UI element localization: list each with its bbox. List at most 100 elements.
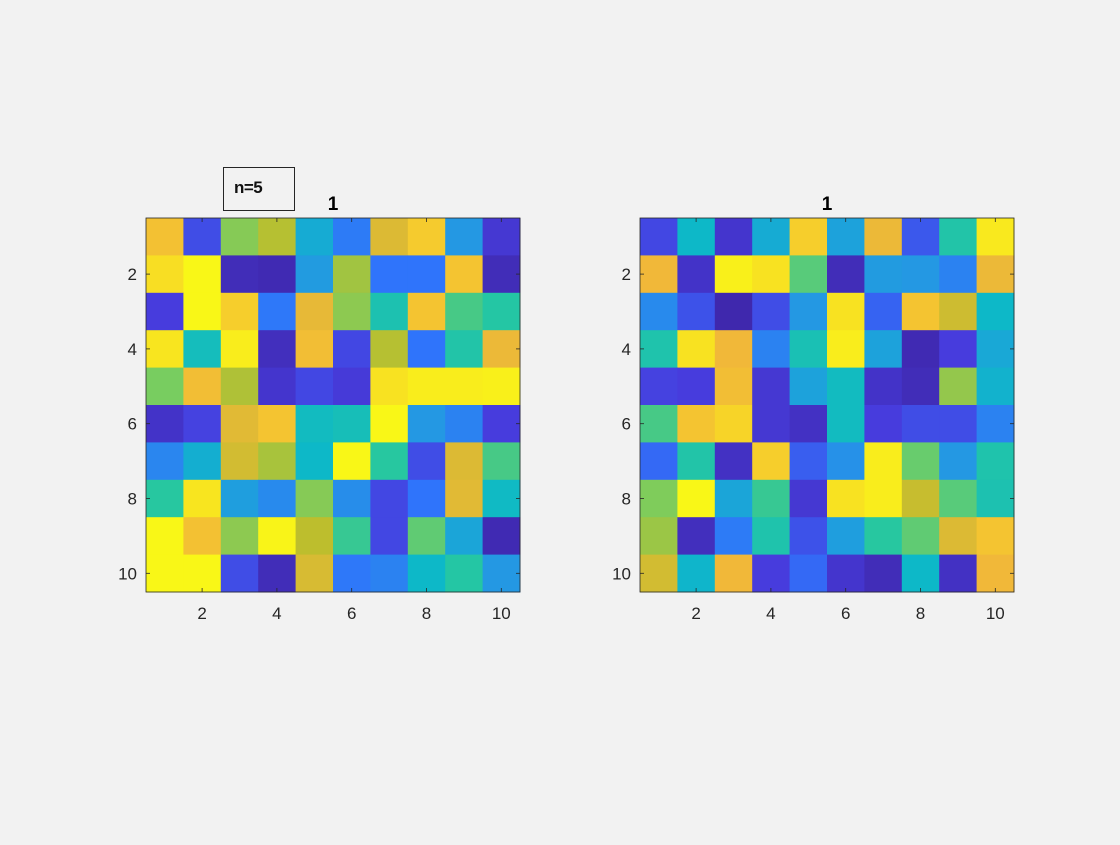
heatmap-cell xyxy=(976,330,1015,369)
heatmap-cell xyxy=(752,255,791,294)
heatmap-panel-1: 2 4 6 8 10 2 4 6 8 10 1 xyxy=(118,194,521,623)
heatmap-cell xyxy=(146,405,184,443)
heatmap-cell xyxy=(220,255,259,294)
heatmap-cell xyxy=(333,479,371,518)
heatmap-cell xyxy=(976,517,1015,556)
heatmap-cell xyxy=(333,442,371,481)
heatmap-cell xyxy=(407,292,446,331)
heatmap-cell xyxy=(220,292,259,331)
heatmap-cell xyxy=(752,405,791,443)
heatmap-cell xyxy=(183,442,222,481)
heatmap-cell xyxy=(482,405,521,443)
heatmap-cell xyxy=(864,517,903,556)
heatmap-cell xyxy=(407,367,446,406)
heatmap-cell xyxy=(714,479,753,518)
heatmap-cell xyxy=(640,330,678,369)
heatmap-cell xyxy=(714,218,753,256)
y-tick-label: 10 xyxy=(612,564,631,583)
heatmap-cell xyxy=(827,255,865,294)
heatmap-cell xyxy=(220,442,259,481)
heatmap-cell xyxy=(146,218,184,256)
heatmap-cell xyxy=(864,554,903,593)
heatmap-cell xyxy=(333,554,371,593)
heatmap-cell xyxy=(827,517,865,556)
heatmap-cell xyxy=(407,442,446,481)
y-tick-label: 4 xyxy=(128,340,137,359)
heatmap-cell xyxy=(482,367,521,406)
annotation-text: n=5 xyxy=(234,178,263,197)
heatmap-cell xyxy=(677,367,716,406)
y-tick-label: 2 xyxy=(128,265,137,284)
y-tick-label: 2 xyxy=(622,265,631,284)
heatmap-cell xyxy=(183,330,222,369)
heatmap-cell xyxy=(976,255,1015,294)
heatmap-cell xyxy=(714,554,753,593)
heatmap-cell xyxy=(939,554,978,593)
heatmap-cell xyxy=(640,479,678,518)
heatmap-cell xyxy=(752,218,791,256)
heatmap-cell xyxy=(864,330,903,369)
heatmap-cell xyxy=(752,442,791,481)
heatmap-cell xyxy=(714,517,753,556)
heatmap-cell xyxy=(183,367,222,406)
heatmap-cell xyxy=(333,517,371,556)
heatmap-cell xyxy=(827,292,865,331)
heatmap-cell xyxy=(370,367,409,406)
heatmap-cell xyxy=(939,218,978,256)
x-tick-label: 8 xyxy=(916,604,925,623)
heatmap-cell xyxy=(901,255,940,294)
heatmap-cell xyxy=(407,330,446,369)
heatmap-cell xyxy=(370,517,409,556)
heatmap-cell xyxy=(714,255,753,294)
y-tick-label: 4 xyxy=(622,340,631,359)
heatmap-cell xyxy=(864,255,903,294)
heatmap-cell xyxy=(220,517,259,556)
heatmap-cell xyxy=(864,367,903,406)
heatmap-cell xyxy=(789,367,828,406)
heatmap-cell xyxy=(295,367,334,406)
heatmap-cell xyxy=(295,517,334,556)
heatmap-cell xyxy=(677,292,716,331)
heatmap-cell xyxy=(677,517,716,556)
heatmap-cell xyxy=(752,479,791,518)
heatmap-cell xyxy=(445,218,484,256)
heatmap-cell xyxy=(789,554,828,593)
heatmap-cell xyxy=(445,479,484,518)
heatmap-cell xyxy=(146,367,184,406)
heatmap-cell xyxy=(640,554,678,593)
heatmap-cell xyxy=(220,479,259,518)
heatmap-cell xyxy=(295,292,334,331)
heatmap-cell xyxy=(482,330,521,369)
heatmap-cell xyxy=(939,517,978,556)
heatmap-cell xyxy=(295,330,334,369)
heatmap-cell xyxy=(445,367,484,406)
heatmap-cell xyxy=(976,554,1015,593)
heatmap-cell xyxy=(258,442,297,481)
heatmap-cell xyxy=(752,292,791,331)
heatmap-cell xyxy=(146,554,184,593)
heatmap-cell xyxy=(939,367,978,406)
heatmap-cell xyxy=(939,292,978,331)
heatmap-cell xyxy=(333,405,371,443)
heatmap-cell xyxy=(827,218,865,256)
heatmap-cell xyxy=(258,479,297,518)
heatmap-cell xyxy=(789,255,828,294)
plot-title: 1 xyxy=(328,194,339,215)
heatmap-cell xyxy=(677,554,716,593)
heatmap-cell xyxy=(714,292,753,331)
heatmap-cell xyxy=(220,405,259,443)
heatmap-cell xyxy=(407,554,446,593)
heatmap-cell xyxy=(789,330,828,369)
heatmap-cell xyxy=(370,330,409,369)
heatmap-cell xyxy=(640,405,678,443)
heatmap-cell xyxy=(677,405,716,443)
heatmap-cell xyxy=(714,330,753,369)
heatmap-cell xyxy=(407,517,446,556)
heatmap-cell xyxy=(901,554,940,593)
heatmap-cell xyxy=(752,517,791,556)
heatmap-cell xyxy=(445,442,484,481)
heatmap-cell xyxy=(146,442,184,481)
heatmap-cell xyxy=(146,517,184,556)
y-tick-label: 6 xyxy=(128,415,137,434)
heatmap-cell xyxy=(752,367,791,406)
